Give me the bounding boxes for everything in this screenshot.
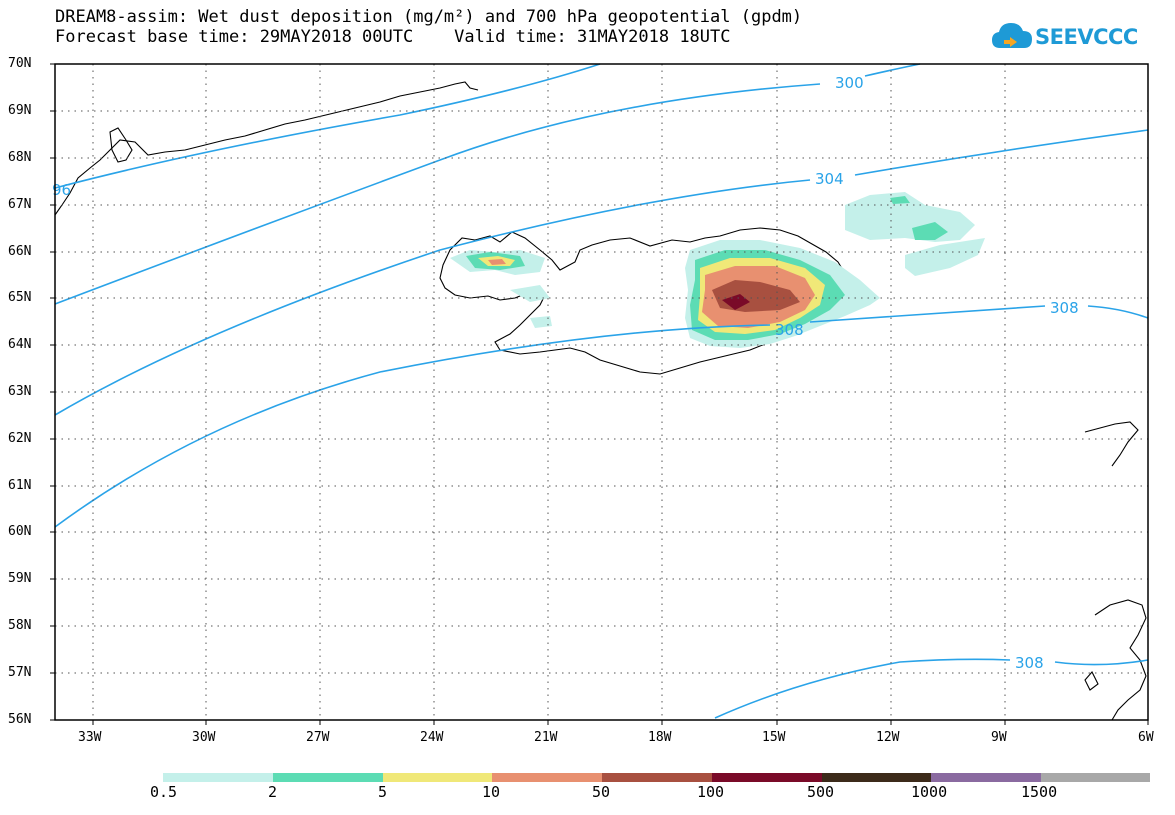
lat-label: 70N [8, 56, 32, 71]
contour-labels: 300 304 308 308 308 96 [52, 74, 1079, 672]
lon-label: 33W [78, 730, 102, 745]
chart-title: DREAM8-assim: Wet dust deposition (mg/m²… [55, 7, 803, 27]
colorbar-label: 2 [268, 783, 278, 801]
lon-label: 9W [991, 730, 1007, 745]
lat-label: 66N [8, 244, 32, 259]
seevccc-logo: SEEVCCC [990, 18, 1140, 58]
colorbar-label: 5 [378, 783, 388, 801]
contour-line [54, 63, 601, 189]
lat-label: 64N [8, 337, 32, 352]
contour-label: 300 [835, 74, 864, 92]
colorbar-swatch [712, 773, 822, 782]
lon-label: 30W [192, 730, 216, 745]
lat-label: 65N [8, 290, 32, 305]
lat-label: 60N [8, 524, 32, 539]
lat-label: 59N [8, 571, 32, 586]
colorbar-label: 1500 [1021, 783, 1058, 801]
dust-patch [488, 259, 506, 265]
geopotential-contours [54, 63, 1149, 719]
logo-text: SEEVCCC [1035, 25, 1138, 49]
contour-line [54, 305, 1149, 528]
dust-patch [722, 294, 750, 310]
dust-patch [530, 316, 552, 328]
dust-deposition [450, 192, 985, 348]
cloud-icon [992, 23, 1032, 48]
colorbar-swatch [163, 773, 273, 782]
contour-line [54, 129, 1149, 416]
forecast-times: Forecast base time: 29MAY2018 00UTC Vali… [55, 27, 731, 47]
lon-label: 15W [762, 730, 786, 745]
lat-label: 56N [8, 712, 32, 727]
dust-patch [912, 222, 948, 240]
scotland-coast [1094, 599, 1147, 721]
axis-ticks [50, 63, 1149, 725]
colorbar-label: 50 [592, 783, 611, 801]
lat-label: 69N [8, 103, 32, 118]
lon-label: 24W [420, 730, 444, 745]
lat-label: 58N [8, 618, 32, 633]
colorbar-swatch [1041, 773, 1150, 782]
lon-label: 6W [1138, 730, 1154, 745]
colorbar-label: 10 [482, 783, 501, 801]
lat-label: 61N [8, 478, 32, 493]
colorbar-label: 100 [697, 783, 725, 801]
lon-label: 27W [306, 730, 330, 745]
greenland-coast [54, 81, 479, 216]
colorbar-swatch [602, 773, 712, 782]
contour-label: 304 [815, 170, 844, 188]
contour-label: 96 [52, 181, 71, 199]
colorbar-swatch [822, 773, 931, 782]
contour-label: 308 [1015, 654, 1044, 672]
lat-label: 68N [8, 150, 32, 165]
lat-label: 57N [8, 665, 32, 680]
faroe-coast [1084, 421, 1139, 467]
lon-label: 12W [876, 730, 900, 745]
lat-label: 62N [8, 431, 32, 446]
contour-label: 308 [1050, 299, 1079, 317]
dust-patch [890, 196, 910, 204]
contour-line [714, 658, 1149, 719]
contour-label: 308 [775, 321, 804, 339]
dust-patch [845, 192, 975, 242]
colorbar-label: 0.5 [150, 783, 178, 801]
dust-patch [510, 285, 550, 302]
lon-label: 21W [534, 730, 558, 745]
colorbar-label: 500 [807, 783, 835, 801]
coastlines [54, 81, 1147, 721]
lat-label: 63N [8, 384, 32, 399]
colorbar-swatch [931, 773, 1041, 782]
colorbar-swatch [273, 773, 383, 782]
lon-label: 18W [648, 730, 672, 745]
gridlines [55, 64, 1148, 720]
lat-label: 67N [8, 197, 32, 212]
colorbar-swatch [492, 773, 602, 782]
colorbar [163, 773, 1150, 782]
dust-patch [905, 238, 985, 276]
colorbar-swatch [383, 773, 492, 782]
colorbar-label: 1000 [911, 783, 948, 801]
